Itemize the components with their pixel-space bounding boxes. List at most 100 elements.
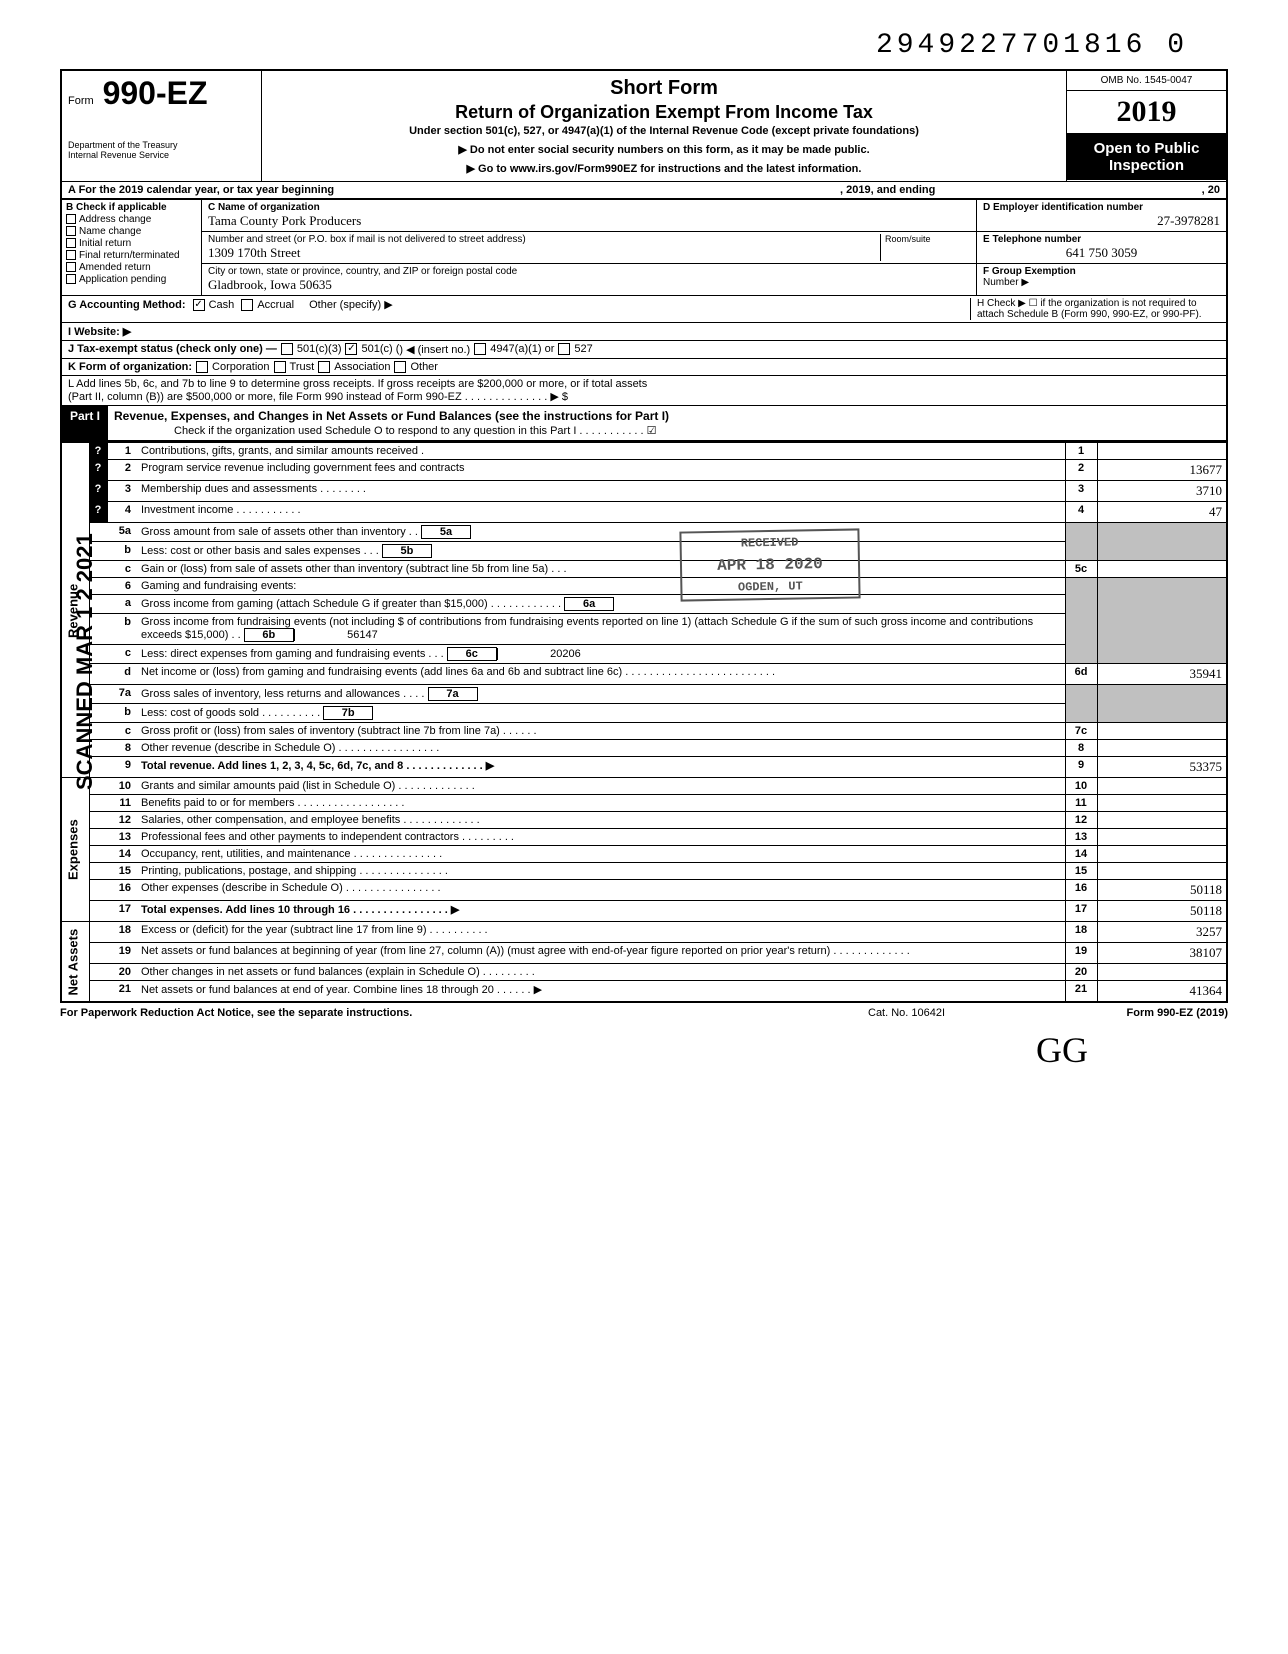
cb-assoc[interactable] [318, 361, 330, 373]
cb-501c3[interactable] [281, 343, 293, 355]
addr-label: Number and street (or P.O. box if mail i… [208, 234, 880, 245]
cb-cash[interactable] [193, 299, 205, 311]
net-assets-side-label: Net Assets [61, 922, 89, 1003]
h-check: H Check ▶ ☐ if the organization is not r… [970, 298, 1220, 320]
row-a-right: , 20 [1060, 184, 1220, 196]
subtitle: Under section 501(c), 527, or 4947(a)(1)… [268, 125, 1060, 137]
line-7c-desc: Gross profit or (loss) from sales of inv… [137, 723, 1065, 740]
cb-527[interactable] [558, 343, 570, 355]
part1-label: Part I [62, 406, 108, 440]
goto-link: ▶ Go to www.irs.gov/Form990EZ for instru… [268, 162, 1060, 175]
city-label: City or town, state or province, country… [208, 266, 970, 277]
line-16-amt: 50118 [1097, 880, 1227, 901]
k-label: K Form of organization: [68, 361, 192, 373]
cb-final-return[interactable]: Final return/terminated [66, 250, 197, 261]
line-4-desc: Investment income . . . . . . . . . . . [137, 502, 1065, 523]
row-l: L Add lines 5b, 6c, and 7b to line 9 to … [60, 375, 1228, 406]
form-revision: Form 990-EZ (2019) [1068, 1007, 1228, 1019]
line-7b-desc: Less: cost of goods sold . . . . . . . .… [137, 704, 1065, 723]
line-6c-desc: Less: direct expenses from gaming and fu… [137, 645, 1065, 664]
g-other: Other (specify) ▶ [309, 299, 393, 311]
line-17-amt: 50118 [1097, 901, 1227, 922]
cat-no: Cat. No. 10642I [868, 1007, 1068, 1019]
row-j: J Tax-exempt status (check only one) — 5… [60, 340, 1228, 358]
group-exemption-number-label: Number ▶ [983, 277, 1029, 288]
line-5c-desc: Gain or (loss) from sale of assets other… [137, 561, 1065, 578]
row-a: A For the 2019 calendar year, or tax yea… [60, 181, 1228, 200]
row-a-left: A For the 2019 calendar year, or tax yea… [68, 184, 840, 196]
line-18-amt: 3257 [1097, 922, 1227, 943]
org-name: Tama County Pork Producers [208, 213, 970, 229]
line-9-amt: 53375 [1097, 757, 1227, 778]
b-title: B Check if applicable [66, 202, 197, 213]
part1-check-o: Check if the organization used Schedule … [114, 425, 657, 437]
revenue-side-label: Revenue [61, 443, 89, 778]
form-number: 990-EZ [103, 75, 208, 111]
row-k: K Form of organization: Corporation Trus… [60, 358, 1228, 375]
tel-label: E Telephone number [983, 234, 1081, 245]
line-6d-desc: Net income or (loss) from gaming and fun… [137, 664, 1065, 685]
cb-name-change[interactable]: Name change [66, 226, 197, 237]
omb-number: OMB No. 1545-0047 [1067, 71, 1226, 91]
city-state-zip: Gladbrook, Iowa 50635 [208, 277, 970, 293]
part1-title: Revenue, Expenses, and Changes in Net As… [114, 409, 669, 423]
line-1-num: 1 [107, 443, 137, 460]
line-1-desc: Contributions, gifts, grants, and simila… [137, 443, 1065, 460]
tax-year: 2019 [1067, 91, 1226, 134]
j-label: J Tax-exempt status (check only one) — [68, 343, 277, 356]
short-form-title: Short Form [268, 77, 1060, 100]
line-7a-desc: Gross sales of inventory, less returns a… [137, 685, 1065, 704]
line-3-amt: 3710 [1097, 481, 1227, 502]
line-6a-desc: Gross income from gaming (attach Schedul… [137, 595, 1065, 614]
cb-other-org[interactable] [394, 361, 406, 373]
received-stamp: RECEIVED APR 18 2020 OGDEN, UT [679, 528, 860, 601]
room-suite-label: Room/suite [880, 234, 970, 261]
irs-label: Internal Revenue Service [68, 150, 255, 160]
cb-amended[interactable]: Amended return [66, 262, 197, 273]
signature: GG [60, 1029, 1228, 1071]
row-i: I Website: ▶ [60, 322, 1228, 340]
dept-treasury: Department of the Treasury [68, 140, 255, 150]
row-g: G Accounting Method: Cash Accrual Other … [60, 295, 1228, 322]
form-word: Form [68, 95, 94, 107]
line-2-desc: Program service revenue including govern… [137, 460, 1065, 481]
line-5a-desc: Gross amount from sale of assets other t… [137, 523, 1065, 542]
cb-4947[interactable] [474, 343, 486, 355]
cb-accrual[interactable] [241, 299, 253, 311]
telephone: 641 750 3059 [983, 245, 1220, 261]
c-name-label: C Name of organization [208, 202, 320, 213]
cb-trust[interactable] [274, 361, 286, 373]
return-title: Return of Organization Exempt From Incom… [268, 102, 1060, 123]
footer: For Paperwork Reduction Act Notice, see … [60, 1003, 1228, 1019]
website-label: I Website: ▶ [68, 325, 131, 338]
line-21-amt: 41364 [1097, 981, 1227, 1003]
group-exemption-label: F Group Exemption [983, 266, 1076, 277]
entity-block: B Check if applicable Address change Nam… [60, 200, 1228, 295]
line-19-amt: 38107 [1097, 943, 1227, 964]
l-line1: L Add lines 5b, 6c, and 7b to line 9 to … [68, 378, 1220, 390]
street-address: 1309 170th Street [208, 245, 880, 261]
cb-address-change[interactable]: Address change [66, 214, 197, 225]
form-header: Form 990-EZ Department of the Treasury I… [60, 69, 1228, 181]
l-line2: (Part II, column (B)) are $500,000 or mo… [68, 390, 1220, 403]
cb-corp[interactable] [196, 361, 208, 373]
row-a-mid: , 2019, and ending [840, 184, 1060, 196]
paperwork-notice: For Paperwork Reduction Act Notice, see … [60, 1007, 868, 1019]
line-6d-amt: 35941 [1097, 664, 1227, 685]
cb-initial-return[interactable]: Initial return [66, 238, 197, 249]
ein-value: 27-3978281 [983, 213, 1220, 229]
line-6-desc: Gaming and fundraising events: [137, 578, 1065, 595]
main-table: Revenue ?1 Contributions, gifts, grants,… [60, 442, 1228, 1003]
line-3-desc: Membership dues and assessments . . . . … [137, 481, 1065, 502]
cb-app-pending[interactable]: Application pending [66, 274, 197, 285]
cb-501c[interactable] [345, 343, 357, 355]
line-4-amt: 47 [1097, 502, 1227, 523]
line-5b-desc: Less: cost or other basis and sales expe… [137, 542, 1065, 561]
g-label: G Accounting Method: [68, 299, 186, 311]
ssn-warning: ▶ Do not enter social security numbers o… [268, 143, 1060, 156]
dln-number: 2949227701816 0 [60, 30, 1228, 61]
open-to-public: Open to Public Inspection [1067, 134, 1226, 180]
part1-header-row: Part I Revenue, Expenses, and Changes in… [60, 406, 1228, 442]
ein-label: D Employer identification number [983, 202, 1143, 213]
line-8-desc: Other revenue (describe in Schedule O) .… [137, 740, 1065, 757]
